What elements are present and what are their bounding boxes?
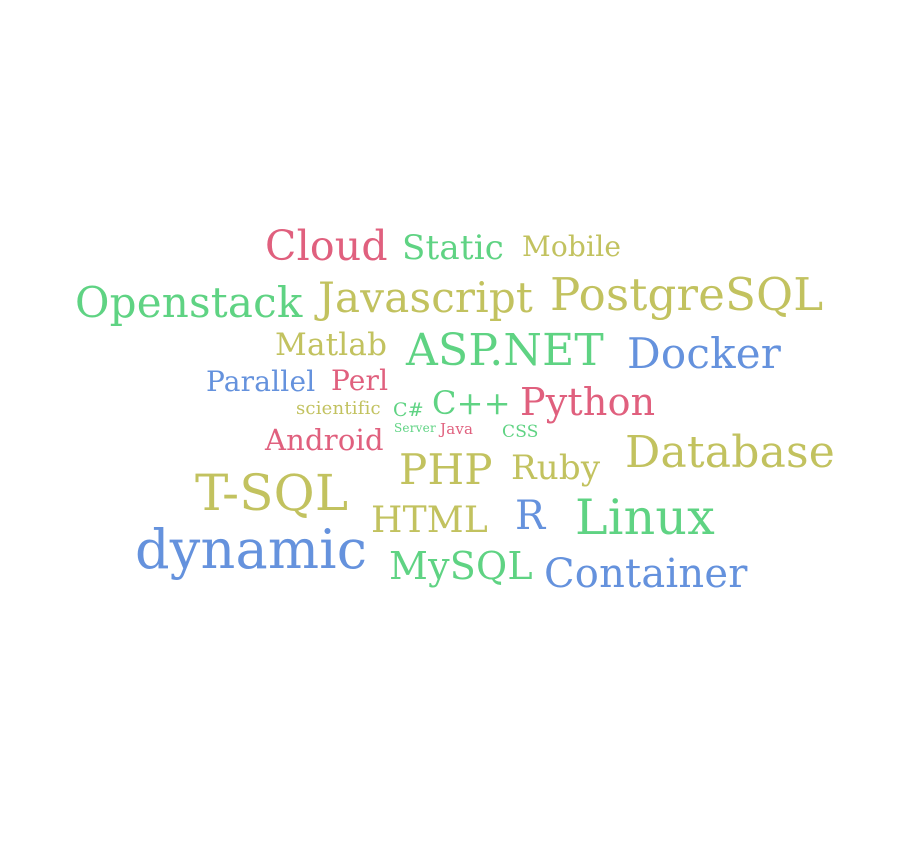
word-perl: Perl (331, 364, 389, 397)
word-database: Database (625, 427, 836, 478)
word-t-sql: T-SQL (195, 464, 349, 522)
word-html: HTML (371, 500, 488, 541)
word-postgresql: PostgreSQL (550, 268, 824, 321)
word-cloud-term: Cloud (265, 222, 388, 270)
word-cpp: C++ (432, 384, 511, 422)
word-ruby: Ruby (511, 448, 601, 488)
word-static: Static (402, 228, 505, 268)
word-openstack: Openstack (75, 278, 303, 327)
word-docker: Docker (627, 329, 782, 378)
word-parallel: Parallel (206, 365, 316, 398)
word-linux: Linux (575, 489, 715, 546)
word-scientific: scientific (296, 398, 381, 419)
word-container: Container (544, 551, 748, 597)
word-php: PHP (399, 445, 493, 494)
word-asp-net: ASP.NET (406, 325, 604, 376)
word-mobile: Mobile (522, 230, 622, 263)
word-python: Python (520, 380, 656, 424)
word-r: R (515, 493, 546, 539)
word-javascript: Javascript (318, 273, 533, 322)
word-csharp: C# (393, 399, 424, 421)
word-server: Server (394, 421, 436, 435)
word-mysql: MySQL (389, 544, 533, 588)
word-java: Java (440, 420, 474, 438)
word-matlab: Matlab (275, 327, 388, 363)
word-android: Android (265, 423, 384, 457)
word-css: CSS (502, 422, 539, 442)
word-dynamic: dynamic (135, 518, 368, 581)
